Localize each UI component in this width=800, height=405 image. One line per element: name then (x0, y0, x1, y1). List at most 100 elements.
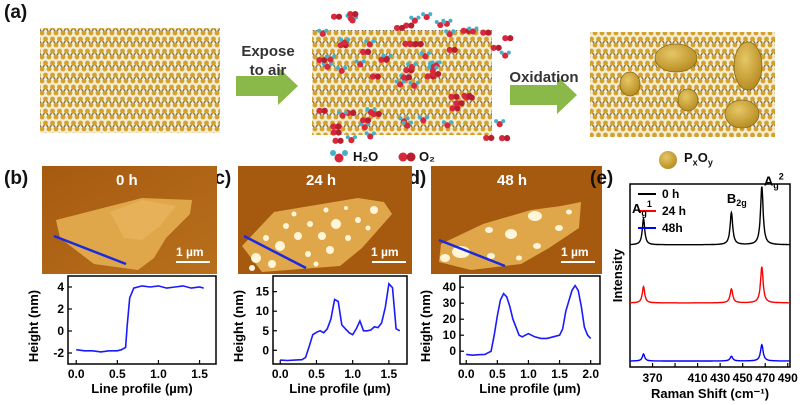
x-tick-label: 430 (710, 371, 730, 385)
oxygen-molecule (403, 22, 415, 29)
x-tick-label: 1.5 (551, 367, 568, 381)
afm-image-0h (42, 166, 217, 274)
oxidation-label: Oxidation (509, 69, 579, 86)
x-tick-label: 370 (643, 371, 663, 385)
oxygen-molecule (330, 123, 342, 130)
water-molecule (441, 120, 454, 129)
oxygen-molecule (359, 117, 372, 124)
time-label-48h: 48 h (497, 172, 528, 189)
legend-label: 48h (662, 221, 683, 235)
pxoy-droplets (619, 41, 763, 129)
oxygen-molecule (480, 29, 492, 36)
water-molecule (401, 120, 414, 129)
y-axis-label: Intensity (610, 248, 625, 302)
x-tick-label: 0.5 (109, 367, 126, 381)
legend-label: 0 h (662, 187, 679, 201)
oxygen-molecule (430, 70, 442, 78)
x-tick-label: 0.5 (489, 367, 506, 381)
water-molecule (345, 135, 357, 144)
y-tick-label: 4 (57, 280, 64, 294)
peak-label-b2g: B2g (727, 191, 747, 208)
oxygen-molecule (316, 107, 328, 114)
x-tick-label: 410 (688, 371, 708, 385)
peak-label-ag1: Ag1 (632, 199, 652, 218)
x-tick-label: 1.0 (344, 367, 361, 381)
y-tick-label: 5 (262, 324, 269, 338)
oxygen-molecule (407, 41, 419, 48)
black-phosphorus-lattice (40, 28, 220, 133)
water-molecule (494, 119, 506, 128)
expose-arrow (236, 67, 298, 105)
y-tick-label: 15 (256, 285, 270, 299)
x-tick-label: 1.0 (520, 367, 537, 381)
height-profile-line (76, 285, 204, 353)
raman-spectra-plot: 370 410 430 450 470 490 0 h 24 h 48h Ag1 B2g Ag2 Ram… (610, 172, 798, 401)
panel-a-schematic (40, 11, 775, 169)
oxygen-molecule (483, 134, 495, 142)
oxygen-molecule (448, 93, 460, 100)
x-axis-label: Line profile (µm) (479, 381, 580, 396)
legend-h2o: H₂O (353, 149, 379, 164)
x-tick-label: 0.0 (272, 367, 289, 381)
y-tick-label: 30 (443, 296, 457, 310)
y-tick-label: 20 (443, 312, 457, 326)
water-molecule (365, 107, 377, 116)
water-molecule (444, 29, 456, 38)
oxygen-molecule (453, 100, 465, 107)
height-profile-line (280, 282, 401, 362)
height-profile-line (466, 284, 592, 357)
oxygen-molecule (330, 129, 342, 136)
y-axis-label: Height (nm) (418, 290, 433, 362)
oxygen-molecule (378, 56, 390, 63)
water-molecule (339, 37, 351, 46)
y-axis-label: Height (nm) (26, 290, 41, 362)
x-tick-label: 0.5 (308, 367, 325, 381)
oxygen-molecule (316, 56, 328, 64)
oxygen-molecule (332, 137, 344, 144)
x-axis-label: Raman Shift (cm⁻¹) (651, 386, 769, 401)
legend-o2: O₂ (419, 149, 435, 164)
scale-bar-label-c: 1 µm (371, 245, 399, 259)
time-label-24h: 24 h (306, 172, 337, 189)
oxygen-molecule (369, 73, 381, 80)
time-label-0h: 0 h (116, 172, 138, 189)
peak-label-ag2: Ag2 (764, 172, 784, 191)
water-molecule (336, 65, 348, 74)
water-molecule (467, 26, 479, 35)
afm-image-48h (431, 166, 602, 274)
water-molecule (336, 110, 349, 119)
water-molecule (394, 79, 406, 88)
water-molecule (499, 50, 511, 59)
raman-spectrum-0h (630, 186, 790, 246)
oxygen-molecule (347, 11, 359, 18)
oxygen-molecule (330, 13, 343, 20)
x-tick-label: 1.5 (381, 367, 398, 381)
oxygen-molecule (446, 46, 458, 54)
pxoy-legend-icon (659, 151, 677, 169)
x-tick-label: 0.0 (68, 367, 85, 381)
water-molecule (419, 51, 431, 60)
x-tick-label: 450 (733, 371, 753, 385)
water-molecule (421, 12, 433, 21)
legend-pxoy: PxOy (684, 150, 713, 168)
plot-frame (67, 275, 217, 365)
x-tick-label: 0.0 (458, 367, 475, 381)
oxygen-molecule (461, 92, 473, 100)
x-axis-label: Line profile (µm) (91, 381, 192, 396)
molecules (316, 11, 514, 144)
water-molecule (364, 131, 376, 140)
y-tick-label: 0 (449, 344, 456, 358)
raman-spectrum-48h (630, 343, 790, 362)
x-tick-label: 470 (755, 371, 775, 385)
y-tick-label: 40 (443, 280, 457, 294)
oxygen-molecule (502, 35, 514, 42)
y-tick-label: 0 (262, 343, 269, 357)
oxygen-molecule (498, 135, 511, 142)
y-tick-label: 10 (256, 304, 270, 318)
plot-frame (272, 275, 408, 365)
panel-label-e: (e) (590, 168, 614, 189)
y-tick-label: 10 (443, 328, 457, 342)
